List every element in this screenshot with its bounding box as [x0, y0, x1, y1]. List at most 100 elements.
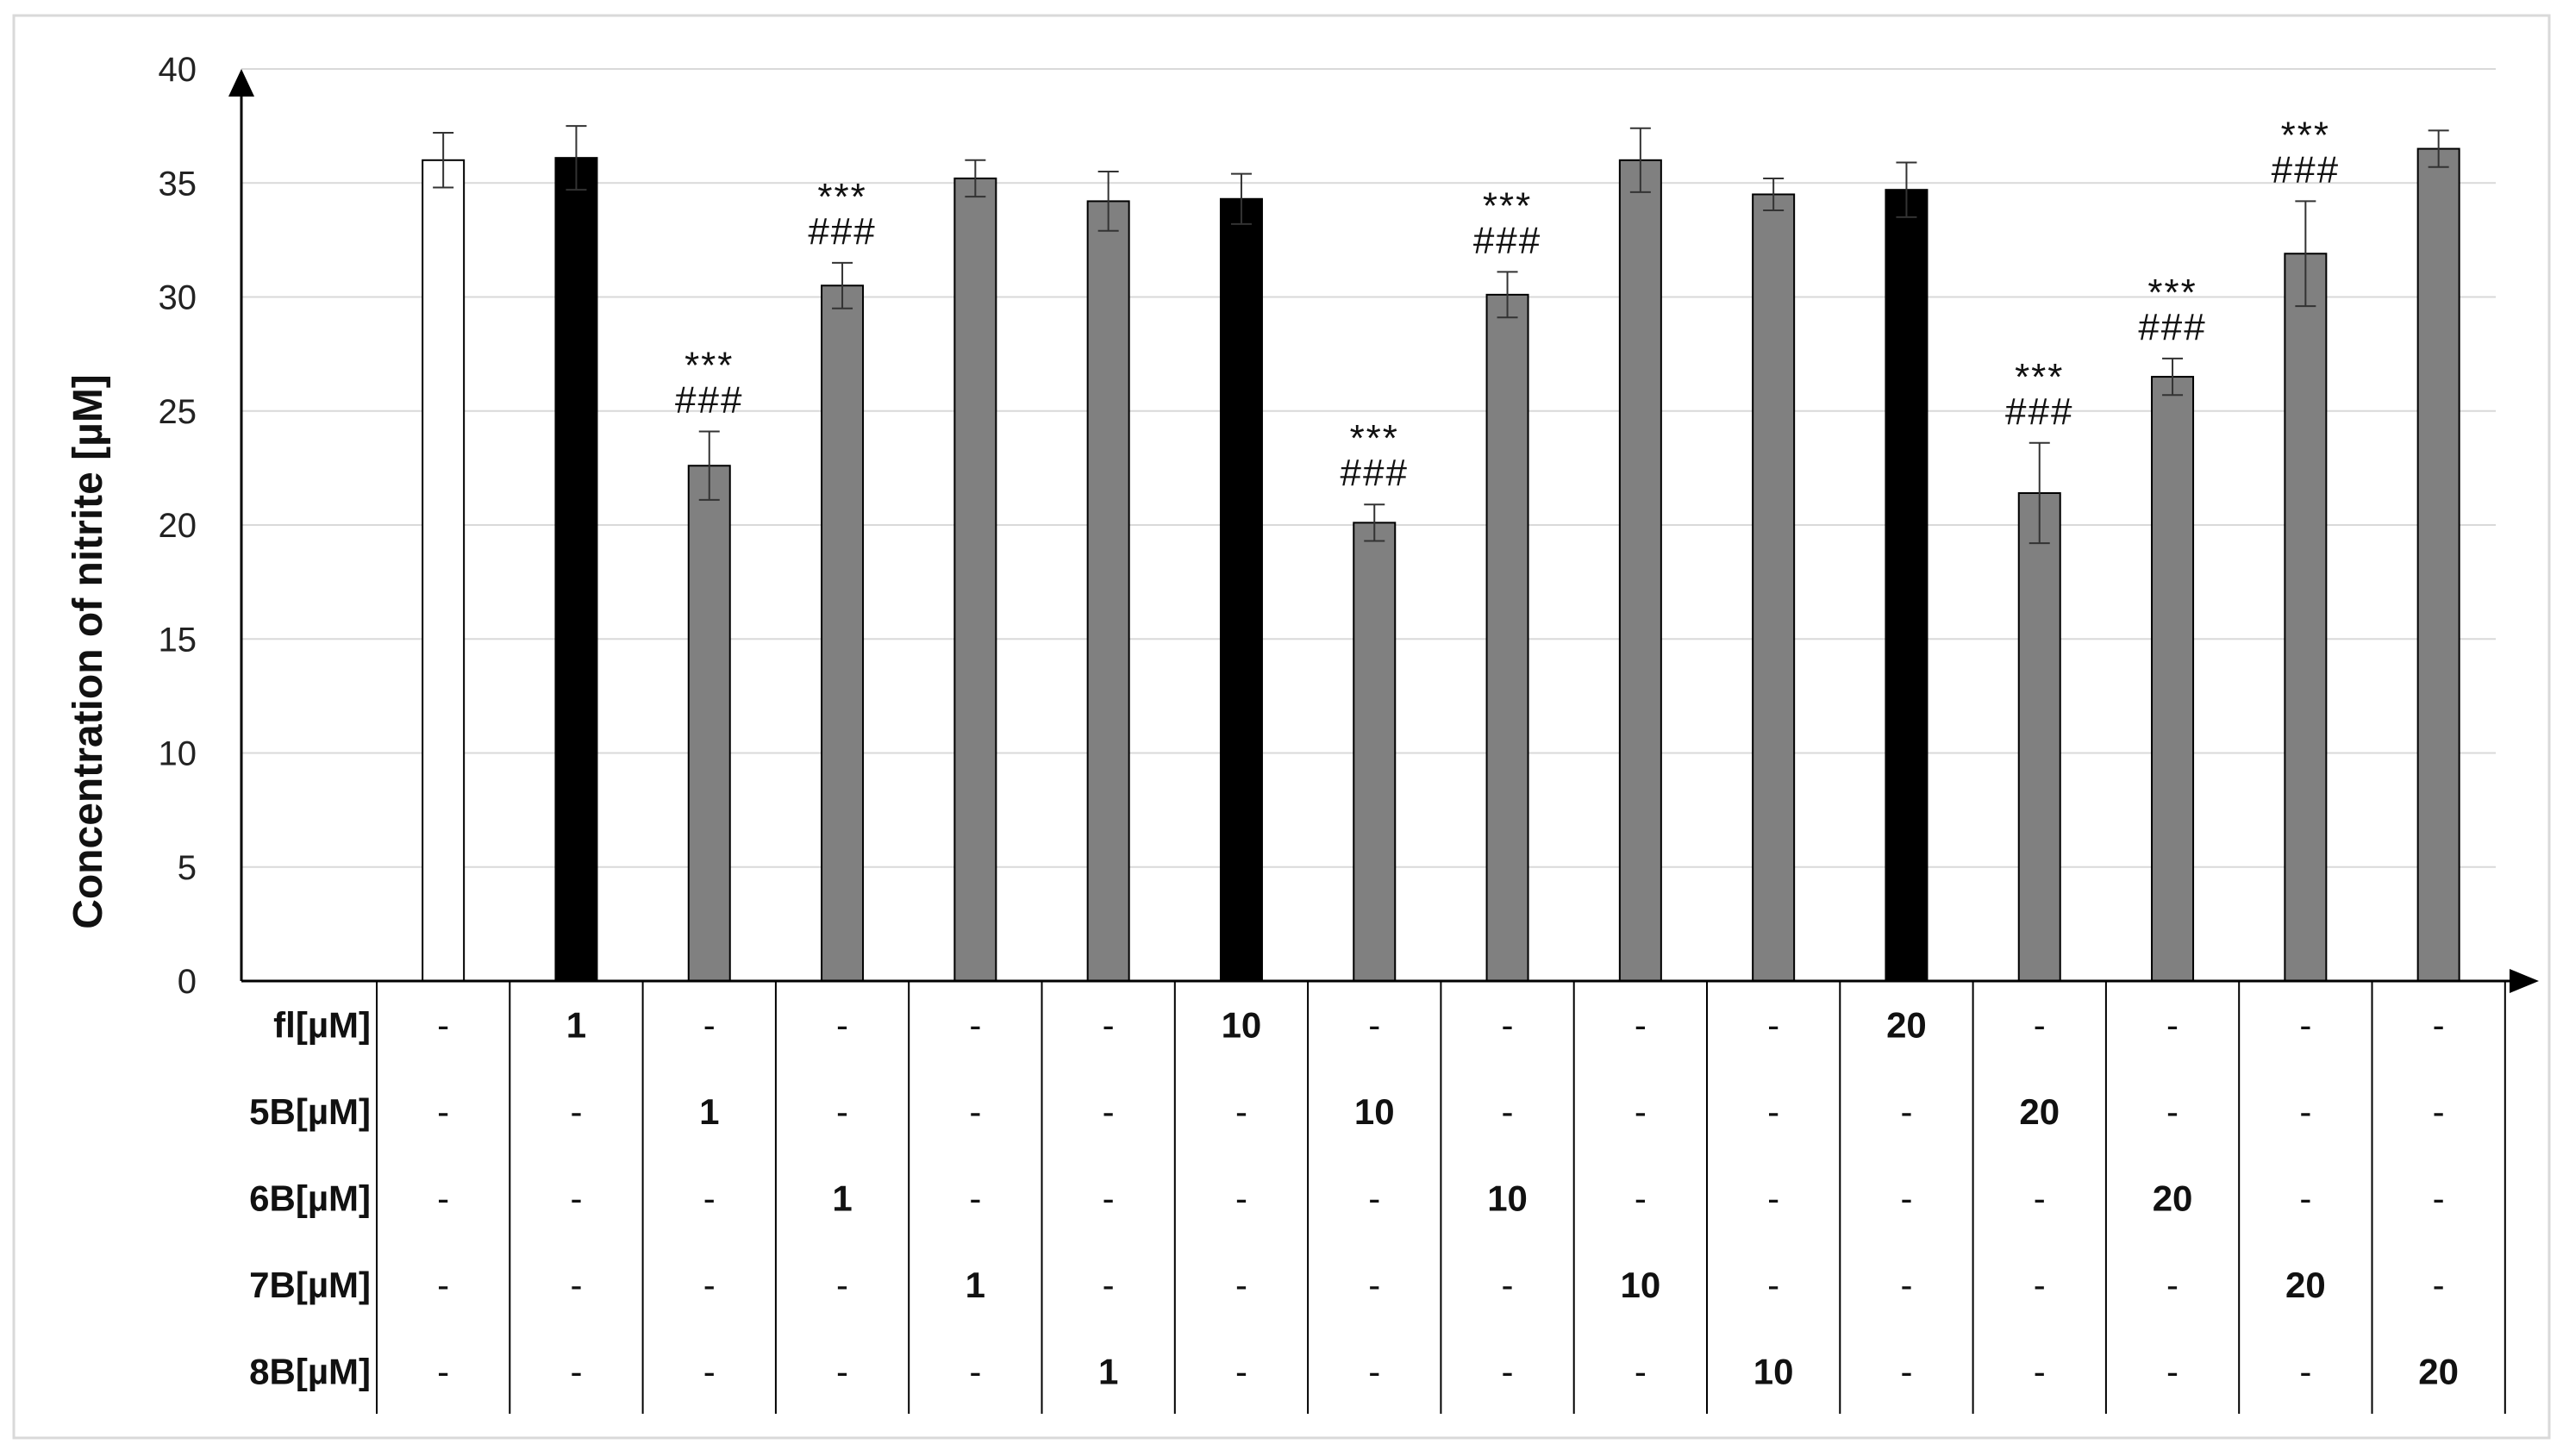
y-tick-label: 40	[159, 51, 197, 89]
table-cell: -	[1635, 1091, 1647, 1132]
y-tick-label: 35	[159, 165, 197, 203]
significance-hash: ###	[2138, 306, 2206, 348]
table-cell: -	[1235, 1091, 1247, 1132]
table-cell: -	[1767, 1265, 1779, 1305]
y-tick-label: 25	[159, 393, 197, 431]
significance-star: ***	[2281, 114, 2330, 156]
table-cell: -	[1502, 1004, 1514, 1045]
table-cell: -	[2299, 1004, 2311, 1045]
table-cell: -	[2433, 1178, 2445, 1218]
table-cell: -	[1767, 1004, 1779, 1045]
y-tick-label: 30	[159, 279, 197, 317]
table-cell: -	[969, 1091, 981, 1132]
table-cell: -	[1103, 1265, 1115, 1305]
table-cell: 10	[1222, 1004, 1262, 1045]
table-cell: -	[703, 1265, 716, 1305]
table-cell: -	[2299, 1178, 2311, 1218]
significance-star: ***	[1350, 417, 1399, 459]
bar	[1353, 522, 1397, 982]
table-cell: -	[836, 1004, 848, 1045]
bar	[1618, 159, 1662, 983]
table-cell: -	[1368, 1265, 1380, 1305]
y-axis-label: Concentration of nitrite [µM]	[66, 374, 111, 929]
gridlines	[241, 68, 2496, 868]
table-cell: 10	[1354, 1091, 1395, 1132]
significance-star: ***	[685, 345, 734, 387]
table-cell: -	[1900, 1178, 1912, 1218]
table-cell: -	[1103, 1091, 1115, 1132]
significance-star: ***	[2015, 356, 2064, 398]
table-row-label: 5B[µM]	[249, 1091, 371, 1132]
table-cell: -	[836, 1091, 848, 1132]
table-cell: -	[437, 1351, 449, 1391]
table-cell: -	[2166, 1091, 2179, 1132]
table-cell: -	[2034, 1351, 2046, 1391]
table-cell: -	[1635, 1004, 1647, 1045]
table-cell: 1	[1098, 1351, 1118, 1391]
table-cell: -	[2034, 1178, 2046, 1218]
table-cell: -	[2166, 1265, 2179, 1305]
table-cell: -	[570, 1091, 582, 1132]
table-row-label: 8B[µM]	[249, 1351, 371, 1391]
y-tick-label: 10	[159, 735, 197, 773]
table-cell: -	[1502, 1091, 1514, 1132]
table-cell: -	[1103, 1178, 1115, 1218]
table-cell: -	[570, 1178, 582, 1218]
table-cell: -	[437, 1091, 449, 1132]
table-cell: -	[2299, 1351, 2311, 1391]
table-cell: -	[2433, 1265, 2445, 1305]
table-row-label: fl[µM]	[273, 1004, 371, 1045]
bar	[1485, 293, 1529, 983]
table-cell: 10	[1753, 1351, 1794, 1391]
table-cell: -	[836, 1351, 848, 1391]
bar	[2151, 376, 2195, 982]
significance-hash: ###	[1341, 452, 1409, 494]
y-axis-arrow	[228, 69, 254, 97]
table-cell: -	[969, 1178, 981, 1218]
table-cell: 20	[2418, 1351, 2459, 1391]
significance-hash: ###	[2272, 148, 2340, 191]
table-cell: -	[1900, 1091, 1912, 1132]
x-axis-arrow	[2510, 969, 2539, 993]
table-cell: 1	[699, 1091, 719, 1132]
y-tick-label: 5	[178, 849, 197, 887]
table-cell: -	[1900, 1351, 1912, 1391]
bar	[2284, 253, 2328, 982]
table-cell: -	[969, 1004, 981, 1045]
table-cell: 1	[566, 1004, 586, 1045]
bar	[554, 157, 598, 982]
table-cell: -	[2433, 1004, 2445, 1045]
table-cell: -	[969, 1351, 981, 1391]
table-cell: -	[2166, 1004, 2179, 1045]
table-cell: -	[1635, 1351, 1647, 1391]
table-cell: -	[2433, 1091, 2445, 1132]
table-cell: -	[1235, 1265, 1247, 1305]
y-tick-label: 20	[159, 507, 197, 545]
axes	[228, 69, 2539, 993]
table-cell: -	[570, 1265, 582, 1305]
table-cell: 20	[1886, 1004, 1927, 1045]
table-cell: -	[836, 1265, 848, 1305]
table-cell: 10	[1487, 1178, 1528, 1218]
table-row-label: 7B[µM]	[249, 1265, 371, 1305]
significance-star: ***	[1483, 184, 1532, 227]
y-tick-label: 15	[159, 621, 197, 659]
table-cell: -	[703, 1351, 716, 1391]
significance-star: ***	[817, 176, 866, 218]
table-cell: -	[437, 1265, 449, 1305]
table-cell: -	[437, 1178, 449, 1218]
bar	[953, 177, 997, 982]
y-tick-label: 0	[178, 963, 197, 1001]
table-cell: 1	[832, 1178, 852, 1218]
error-bars	[433, 125, 2449, 545]
bar	[821, 284, 865, 982]
table-cell: -	[2034, 1265, 2046, 1305]
table-cell: -	[2166, 1351, 2179, 1391]
bar	[422, 159, 466, 983]
table-cell: 10	[1620, 1265, 1660, 1305]
table-cell: -	[1368, 1004, 1380, 1045]
table-cell: 1	[966, 1265, 985, 1305]
table-cell: -	[1368, 1178, 1380, 1218]
significance-hash: ###	[2005, 391, 2073, 433]
